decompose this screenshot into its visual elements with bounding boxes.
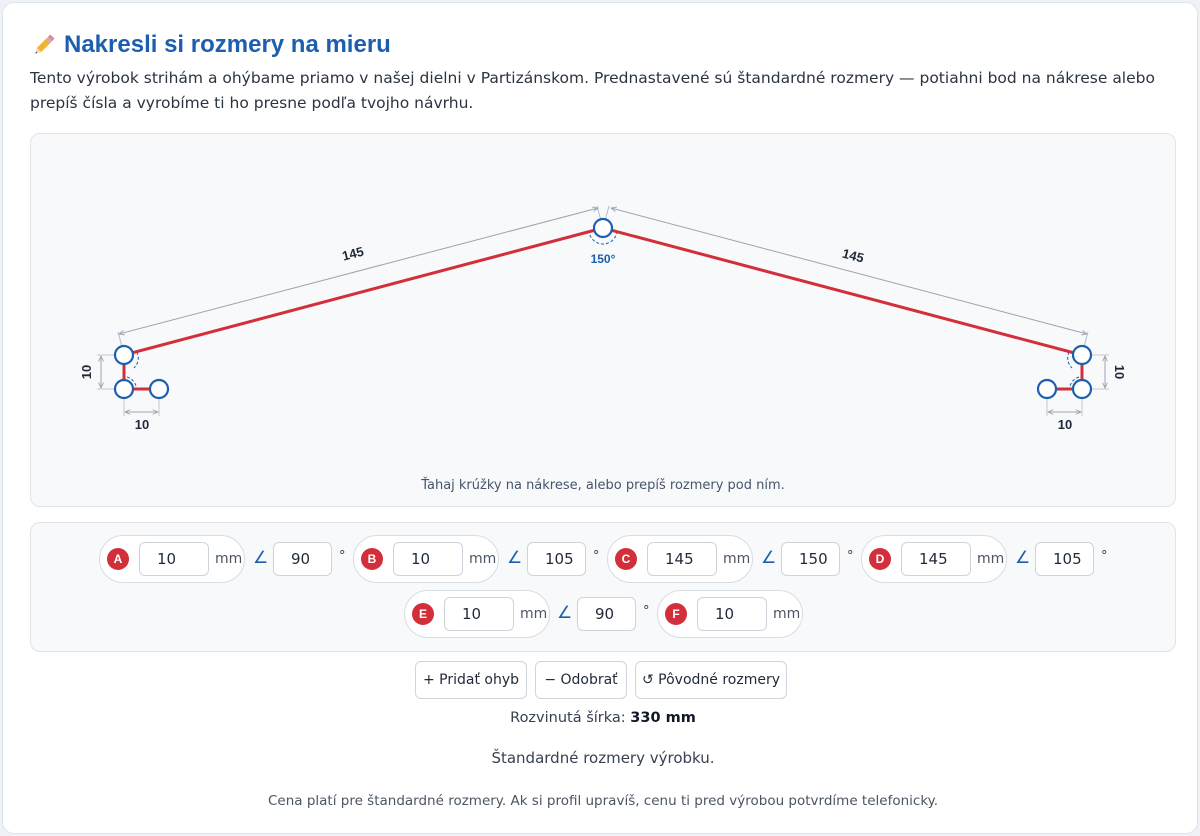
angle-2-icon: ∠ bbox=[507, 548, 523, 568]
segment-c-unit: mm bbox=[723, 551, 751, 567]
angle-5-degree: ° bbox=[643, 604, 650, 619]
dimensions-panel: A 10 mm ∠ 90 ° B 10 mm ∠ 105 ° C 145 mm … bbox=[30, 522, 1176, 652]
segment-c-length-input[interactable]: 145 bbox=[647, 542, 717, 576]
angle-3-input[interactable]: 150 bbox=[781, 542, 840, 576]
angle-2-degree: ° bbox=[593, 549, 600, 564]
segment-f-unit: mm bbox=[773, 606, 801, 622]
segment-c: C 145 mm bbox=[607, 535, 753, 583]
segment-a: A 10 mm bbox=[99, 535, 245, 583]
standard-dimensions-text: Štandardné rozmery výrobku. bbox=[491, 749, 715, 767]
profile-drawing[interactable]: 145 145 10 10 bbox=[31, 134, 1177, 508]
reset-dimensions-button[interactable]: ↺ Pôvodné rozmery bbox=[635, 661, 787, 699]
price-note: Cena platí pre štandardné rozmery. Ak si… bbox=[267, 793, 939, 809]
segment-b-length-input[interactable]: 10 bbox=[393, 542, 463, 576]
handle-apex[interactable] bbox=[592, 217, 614, 239]
angle-2-input[interactable]: 105 bbox=[527, 542, 586, 576]
left-slope-dimension: 145 bbox=[117, 205, 604, 355]
left-top-angle-arc bbox=[133, 351, 139, 369]
drawing-hint: Ťahaj krúžky na nákrese, alebo prepíš ro… bbox=[421, 478, 785, 493]
title-text: Nakresli si rozmery na mieru bbox=[64, 31, 391, 58]
segment-a-length-input[interactable]: 10 bbox=[139, 542, 209, 576]
angle-3-degree: ° bbox=[847, 549, 854, 564]
angle-5-icon: ∠ bbox=[557, 603, 573, 623]
left-slope-label: 145 bbox=[340, 244, 365, 264]
unfolded-width-label: Rozvinutá šírka: bbox=[510, 710, 626, 726]
angle-1-icon: ∠ bbox=[253, 548, 269, 568]
angle-1-input[interactable]: 90 bbox=[273, 542, 332, 576]
right-bottom-angle-arc bbox=[1069, 376, 1080, 387]
angle-4-degree: ° bbox=[1101, 549, 1108, 564]
segment-a-badge: A bbox=[107, 548, 129, 570]
left-vertical-label: 10 bbox=[79, 365, 94, 379]
segment-f: F 10 mm bbox=[657, 590, 803, 638]
segment-d-length-input[interactable]: 145 bbox=[901, 542, 971, 576]
handle-right-top[interactable] bbox=[1071, 344, 1093, 366]
segment-d-unit: mm bbox=[977, 551, 1005, 567]
right-horizontal-label: 10 bbox=[1058, 417, 1072, 432]
segment-f-length-input[interactable]: 10 bbox=[697, 597, 767, 631]
angle-5-input[interactable]: 90 bbox=[577, 597, 636, 631]
segment-d-badge: D bbox=[869, 548, 891, 570]
unfolded-width-value: 330 mm bbox=[630, 710, 696, 726]
right-slope-label: 145 bbox=[841, 246, 866, 266]
handle-left-end[interactable] bbox=[148, 378, 170, 400]
right-top-angle-arc bbox=[1067, 351, 1073, 369]
segment-b-unit: mm bbox=[469, 551, 497, 567]
segment-b-badge: B bbox=[361, 548, 383, 570]
segment-c-badge: C bbox=[615, 548, 637, 570]
segment-e: E 10 mm bbox=[404, 590, 550, 638]
segment-d: D 145 mm bbox=[861, 535, 1007, 583]
angle-1-degree: ° bbox=[339, 549, 346, 564]
page-title: Nakresli si rozmery na mieru bbox=[30, 29, 391, 61]
intro-description: Tento výrobok strihám a ohýbame priamo v… bbox=[30, 69, 1155, 112]
left-bottom-angle-arc bbox=[126, 376, 137, 387]
angle-4-input[interactable]: 105 bbox=[1035, 542, 1094, 576]
handle-right-bottom[interactable] bbox=[1071, 378, 1093, 400]
segment-e-length-input[interactable]: 10 bbox=[444, 597, 514, 631]
right-vertical-label: 10 bbox=[1112, 365, 1127, 379]
segment-b: B 10 mm bbox=[353, 535, 499, 583]
left-horizontal-label: 10 bbox=[135, 417, 149, 432]
handle-left-bottom[interactable] bbox=[113, 378, 135, 400]
apex-angle-arc bbox=[588, 229, 618, 245]
segment-e-unit: mm bbox=[520, 606, 548, 622]
right-slope-dimension: 145 bbox=[602, 205, 1089, 355]
unfolded-width: Rozvinutá šírka: 330 mm bbox=[3, 710, 1200, 726]
segment-f-badge: F bbox=[665, 603, 687, 625]
pencil-icon bbox=[35, 34, 55, 54]
handle-left-top[interactable] bbox=[113, 344, 135, 366]
remove-bend-button[interactable]: − Odobrať bbox=[535, 661, 627, 699]
drawing-canvas[interactable]: 145 145 10 10 bbox=[30, 133, 1176, 507]
segment-a-unit: mm bbox=[215, 551, 243, 567]
handle-right-end[interactable] bbox=[1036, 378, 1058, 400]
segment-e-badge: E bbox=[412, 603, 434, 625]
apex-angle-label: 150° bbox=[591, 252, 616, 266]
angle-3-icon: ∠ bbox=[761, 548, 777, 568]
angle-4-icon: ∠ bbox=[1015, 548, 1031, 568]
add-bend-button[interactable]: + Pridať ohyb bbox=[415, 661, 527, 699]
